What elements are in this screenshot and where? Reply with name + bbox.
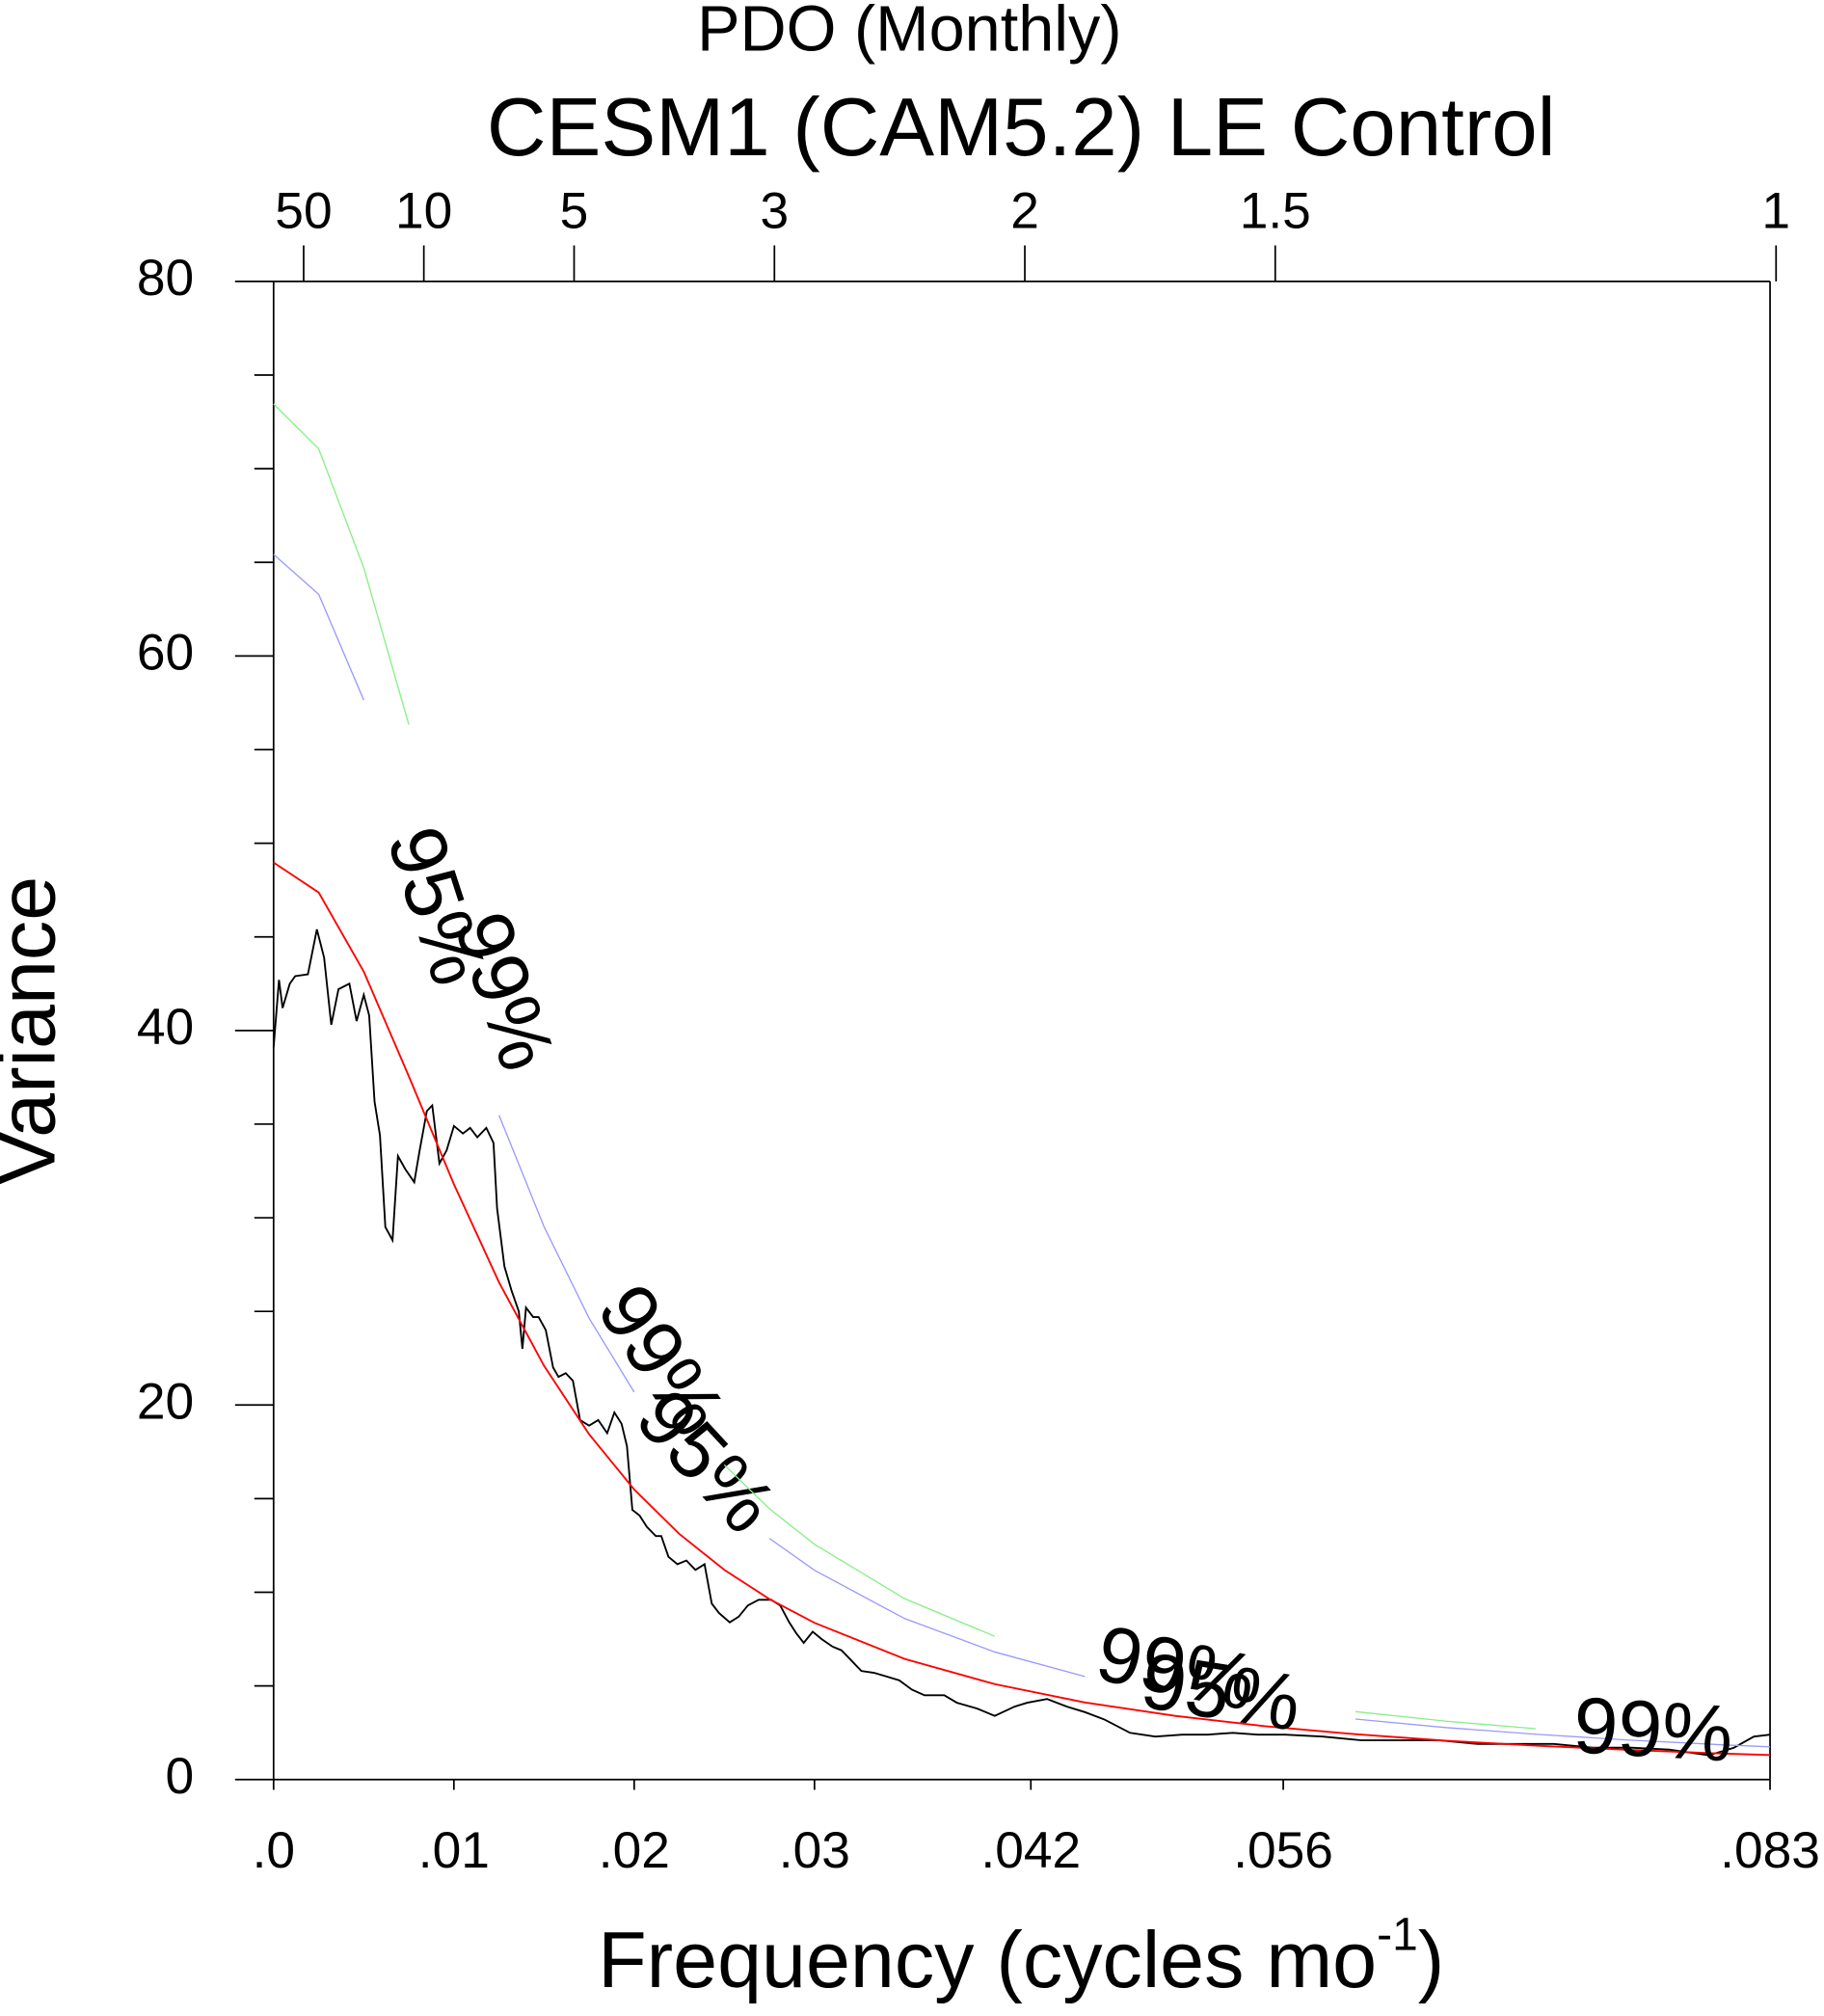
x2-tick-label: 2	[1010, 183, 1039, 240]
chart-title: CESM1 (CAM5.2) LE Control	[487, 82, 1556, 174]
y-tick-label: 80	[137, 250, 194, 307]
y-axis-label: Variance	[0, 876, 71, 1185]
series-line	[273, 861, 1771, 1757]
x-tick-label: .01	[418, 1822, 490, 1879]
curve-label: 99%	[1571, 1680, 1736, 1779]
x2-tick-label: 3	[760, 183, 789, 240]
y-tick-label: 0	[166, 1748, 195, 1805]
x-tick-label: .03	[779, 1822, 850, 1879]
x2-tick-label: 1.5	[1240, 183, 1311, 240]
x2-tick-label: 50	[275, 183, 332, 240]
x-tick-label: .02	[599, 1822, 670, 1879]
x-axis-label-superscript: -1	[1377, 1909, 1418, 1960]
series-line	[272, 928, 1771, 1757]
curve-label: 99%	[438, 901, 574, 1081]
x-tick-label: .0	[253, 1822, 295, 1879]
x-tick-label: .056	[1233, 1822, 1333, 1879]
x-tick-label: .042	[980, 1822, 1081, 1879]
x-axis-label: Frequency (cycles mo-1)	[598, 1909, 1444, 2003]
x2-tick-label: 1	[1761, 183, 1790, 240]
y-tick-label: 60	[137, 624, 194, 681]
curve-label: 99%	[1089, 1607, 1264, 1728]
y-tick-label: 40	[137, 999, 194, 1056]
x-tick-label: .083	[1720, 1822, 1820, 1879]
y-tick-label: 20	[137, 1373, 194, 1430]
x2-tick-label: 5	[560, 183, 589, 240]
series-line	[273, 553, 1771, 1748]
x2-tick-label: 10	[395, 183, 452, 240]
x-axis-label-text: Frequency (cycles mo	[598, 1915, 1377, 2004]
chart-subtitle: PDO (Monthly)	[697, 0, 1121, 65]
x-axis-label-suffix: )	[1418, 1915, 1445, 2004]
